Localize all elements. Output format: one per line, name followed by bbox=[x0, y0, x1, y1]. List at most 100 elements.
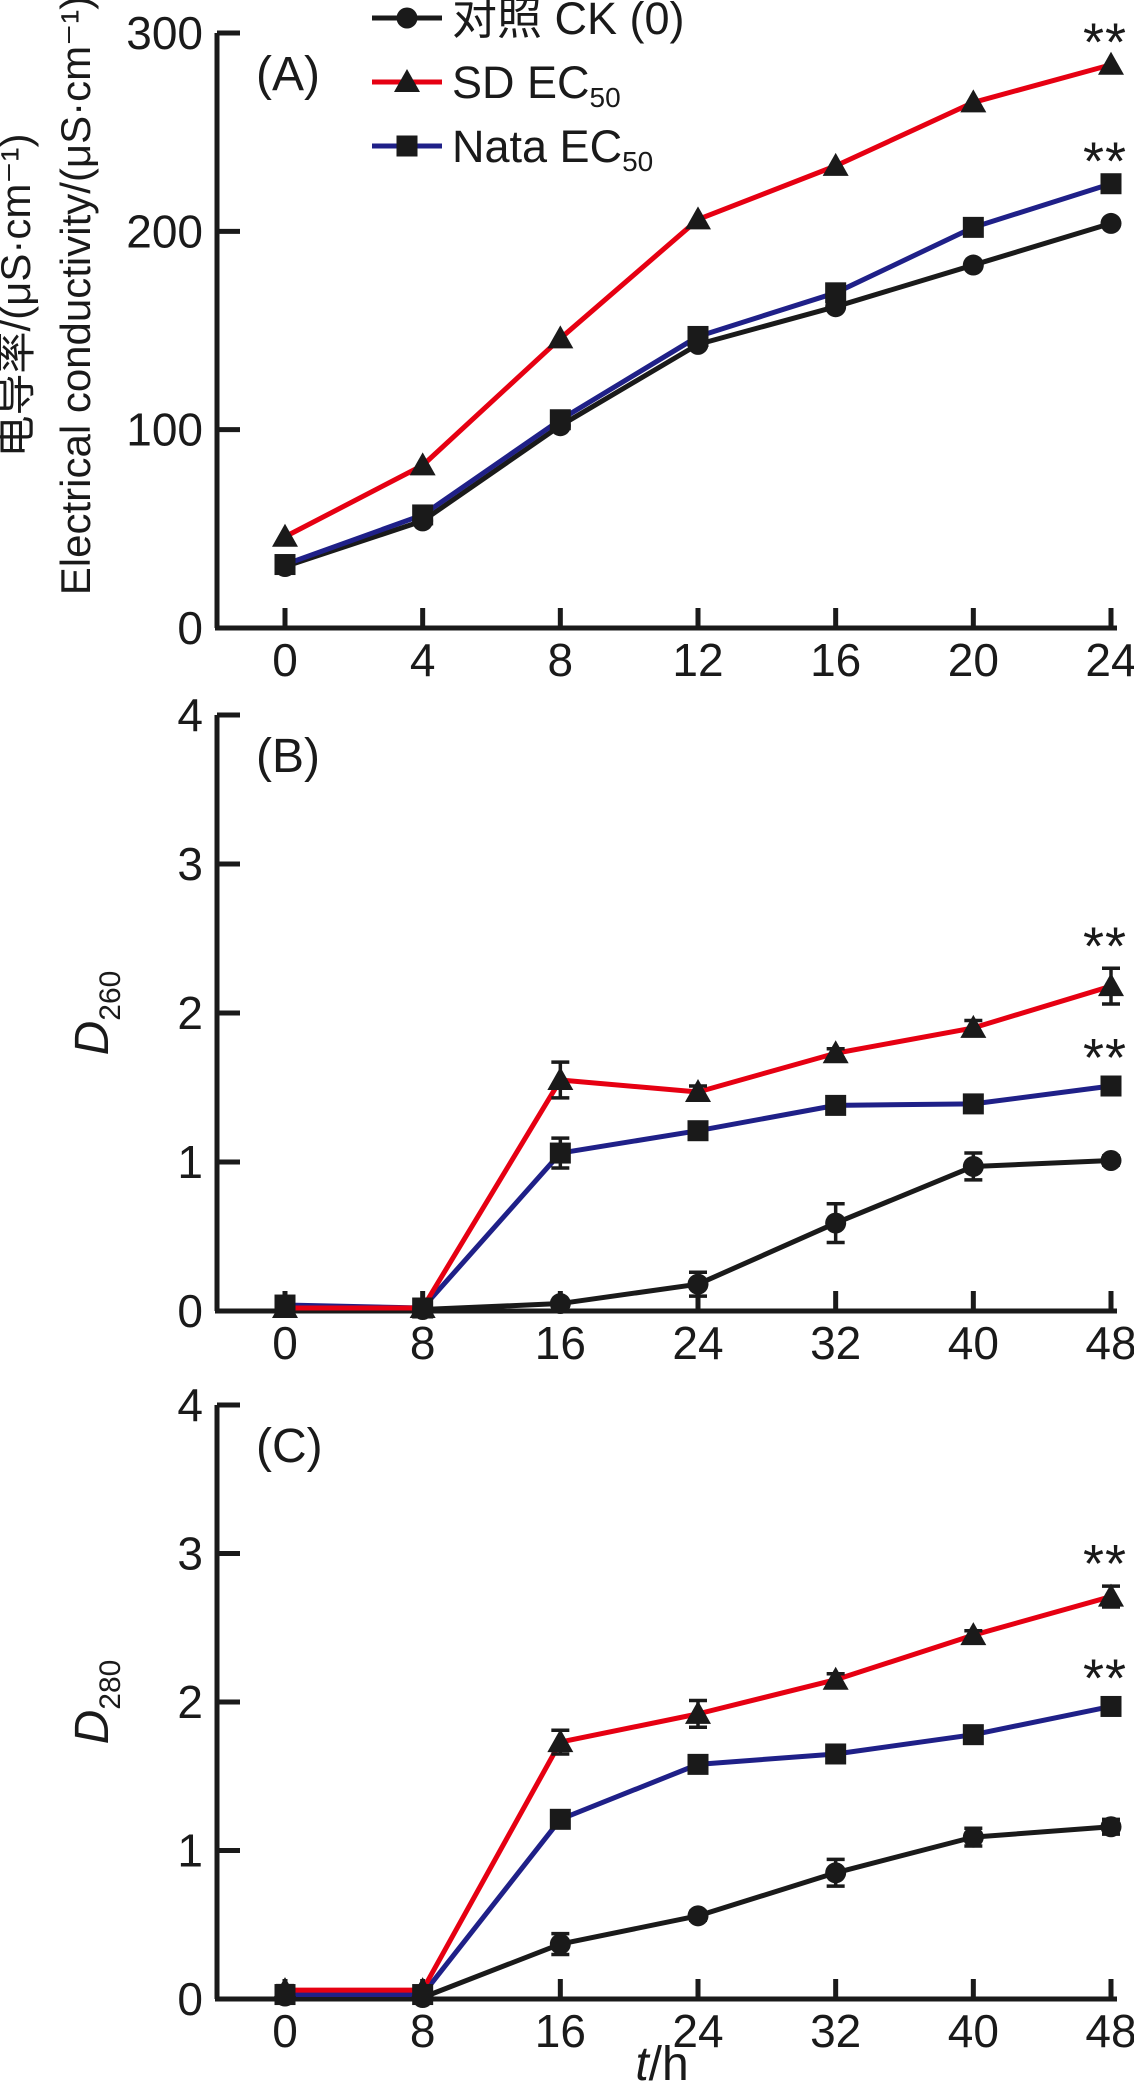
square-marker bbox=[412, 1297, 434, 1319]
triangle-icon bbox=[394, 69, 420, 92]
series-points-nata bbox=[274, 1075, 1122, 1319]
circle-marker bbox=[825, 1862, 847, 1884]
series-line-sd bbox=[285, 1594, 1112, 1993]
x-tick-label: 20 bbox=[948, 634, 999, 686]
square-marker bbox=[274, 1984, 296, 2006]
significance-stars-nata: ** bbox=[1083, 1028, 1127, 1088]
triangle-marker bbox=[960, 1622, 987, 1646]
circle-marker bbox=[549, 1293, 571, 1315]
square-marker bbox=[274, 1294, 296, 1316]
triangle-marker bbox=[272, 523, 298, 547]
circle-marker bbox=[962, 254, 984, 276]
x-tick-label: 0 bbox=[272, 1317, 298, 1369]
y-tick-label: 3 bbox=[177, 1528, 203, 1580]
y-tick-label: 0 bbox=[177, 1285, 203, 1337]
circle-marker bbox=[687, 1905, 709, 1927]
y-tick-label: 0 bbox=[177, 1973, 203, 2025]
x-tick-label: 12 bbox=[672, 634, 723, 686]
x-tick-label: 24 bbox=[672, 1317, 723, 1369]
y-tick-label: 100 bbox=[126, 404, 203, 456]
significance-stars-nata: ** bbox=[1083, 1649, 1127, 1709]
series-points-ck bbox=[274, 1150, 1122, 1321]
x-tick-label: 48 bbox=[1085, 1317, 1134, 1369]
circle-icon bbox=[396, 7, 418, 29]
x-tick-label: 8 bbox=[548, 634, 574, 686]
legend-item-ck: 对照 CK (0) bbox=[372, 0, 685, 44]
series-points-sd bbox=[272, 1583, 1124, 2001]
triangle-marker bbox=[1098, 973, 1124, 997]
square-marker bbox=[962, 1724, 984, 1746]
y-tick-label: 4 bbox=[177, 1379, 203, 1431]
circle-marker bbox=[1100, 212, 1122, 234]
x-tick-label: 24 bbox=[1085, 634, 1134, 686]
x-tick-label: 16 bbox=[810, 634, 861, 686]
x-tick-label: 24 bbox=[672, 2005, 723, 2057]
y-tick-label: 3 bbox=[177, 838, 203, 890]
y-tick-label: 4 bbox=[177, 689, 203, 741]
triangle-marker bbox=[822, 152, 849, 176]
square-marker bbox=[1100, 1695, 1122, 1717]
y-tick-label: 0 bbox=[177, 602, 203, 654]
triangle-marker bbox=[1098, 51, 1124, 75]
x-tick-label: 16 bbox=[535, 2005, 586, 2057]
series-line-ck bbox=[284, 221, 1112, 569]
circle-marker bbox=[962, 1155, 984, 1177]
x-tick-label: 8 bbox=[410, 2005, 436, 2057]
x-tick-label: 32 bbox=[810, 2005, 861, 2057]
x-axis-title: t/h bbox=[635, 2038, 688, 2091]
x-tick-label: 0 bbox=[272, 634, 298, 686]
significance-stars-nata: ** bbox=[1083, 132, 1127, 192]
legend-label: 对照 CK (0) bbox=[452, 0, 685, 44]
legend-label: Nata EC50 bbox=[452, 121, 653, 177]
legend-label: SD EC50 bbox=[452, 57, 621, 113]
square-marker bbox=[962, 216, 984, 238]
x-tick-label: 0 bbox=[272, 2005, 298, 2057]
circle-marker bbox=[1100, 1150, 1122, 1172]
square-marker bbox=[687, 1120, 709, 1142]
y-axis-title-line2: Electrical conductivity/(μS·cm⁻¹) bbox=[52, 0, 99, 595]
square-marker bbox=[687, 325, 709, 347]
legend-item-nata: Nata EC50 bbox=[372, 121, 653, 177]
legend: 对照 CK (0) SD EC50 Nata EC50 bbox=[372, 0, 685, 177]
triangle-marker bbox=[960, 1014, 987, 1038]
square-marker bbox=[549, 409, 571, 431]
square-marker bbox=[412, 1984, 434, 2006]
x-tick-label: 48 bbox=[1085, 2005, 1134, 2057]
series-points-nata bbox=[274, 173, 1122, 576]
circle-marker bbox=[1100, 1816, 1122, 1838]
panel-label-B: (B) bbox=[256, 730, 320, 783]
triangle-marker bbox=[409, 452, 436, 476]
x-tick-label: 40 bbox=[948, 1317, 999, 1369]
square-marker bbox=[962, 1093, 984, 1115]
significance-stars-sd: ** bbox=[1083, 13, 1127, 73]
square-marker bbox=[825, 1743, 847, 1765]
triangle-marker bbox=[685, 206, 711, 230]
series-points-nata bbox=[274, 1695, 1122, 2006]
square-marker bbox=[825, 282, 847, 304]
square-marker bbox=[549, 1808, 571, 1830]
triangle-marker bbox=[1098, 1583, 1124, 1607]
y-tick-label: 2 bbox=[177, 1676, 203, 1728]
significance-stars-sd: ** bbox=[1083, 1534, 1127, 1594]
significance-stars-sd: ** bbox=[1083, 916, 1127, 976]
circle-marker bbox=[962, 1826, 984, 1848]
square-marker bbox=[687, 1753, 709, 1775]
series-line-nata bbox=[284, 181, 1112, 567]
y-axis-title-line1: 电导率/(μS·cm⁻¹) bbox=[0, 134, 39, 458]
triangle-marker bbox=[547, 325, 574, 349]
square-marker bbox=[412, 504, 434, 526]
circle-marker bbox=[825, 1212, 847, 1234]
triangle-marker bbox=[685, 1078, 711, 1102]
panel-label-A: (A) bbox=[256, 48, 320, 101]
square-marker bbox=[825, 1094, 847, 1116]
y-tick-label: 200 bbox=[126, 205, 203, 257]
x-tick-label: 8 bbox=[410, 1317, 436, 1369]
square-marker bbox=[549, 1142, 571, 1164]
series-line-sd bbox=[285, 983, 1112, 1311]
x-tick-label: 40 bbox=[948, 2005, 999, 2057]
legend-item-sd: SD EC50 bbox=[372, 57, 621, 113]
x-tick-label: 16 bbox=[535, 1317, 586, 1369]
